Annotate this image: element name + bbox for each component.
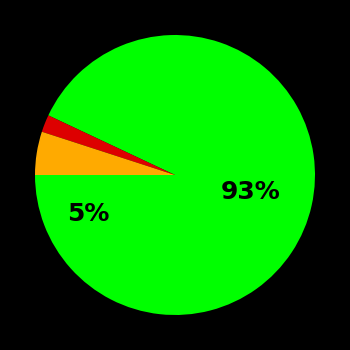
Text: 93%: 93%	[220, 180, 280, 204]
Text: 5%: 5%	[67, 202, 110, 226]
Wedge shape	[35, 132, 175, 175]
Wedge shape	[42, 116, 175, 175]
Wedge shape	[35, 35, 315, 315]
